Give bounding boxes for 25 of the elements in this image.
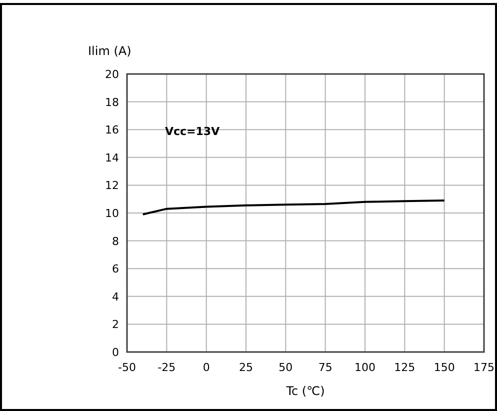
y-tick-label: 16	[105, 124, 119, 137]
x-axis-title: Tc (℃)	[285, 384, 325, 398]
x-tick-label: 50	[278, 361, 293, 374]
y-tick-label: 14	[105, 151, 119, 164]
y-tick-label: 12	[105, 179, 119, 192]
x-tick-label: 25	[239, 361, 253, 374]
x-tick-label: 75	[318, 361, 332, 374]
y-axis-title: Ilim (A)	[88, 44, 132, 58]
annotation: Vcc=13V	[165, 125, 220, 138]
y-tick-label: 6	[112, 262, 119, 276]
x-tick-label: 150	[434, 361, 455, 374]
x-tick-label: -50	[118, 361, 136, 374]
y-tick-label: 20	[105, 68, 119, 81]
line-series	[142, 199, 446, 216]
x-tick-label: 125	[394, 361, 416, 374]
x-tick-label: 0	[202, 361, 210, 374]
x-tick-label: 175	[474, 361, 494, 374]
y-tick-label: 2	[112, 318, 119, 332]
y-tick-label: 4	[112, 290, 119, 304]
x-tick-label: -25	[158, 361, 176, 374]
x-tick-label: 100	[354, 361, 376, 374]
y-tick-label: 8	[112, 234, 119, 248]
y-tick-label: 0	[112, 346, 119, 359]
y-tick-label: 10	[105, 207, 119, 220]
y-tick-label: 18	[105, 96, 119, 109]
